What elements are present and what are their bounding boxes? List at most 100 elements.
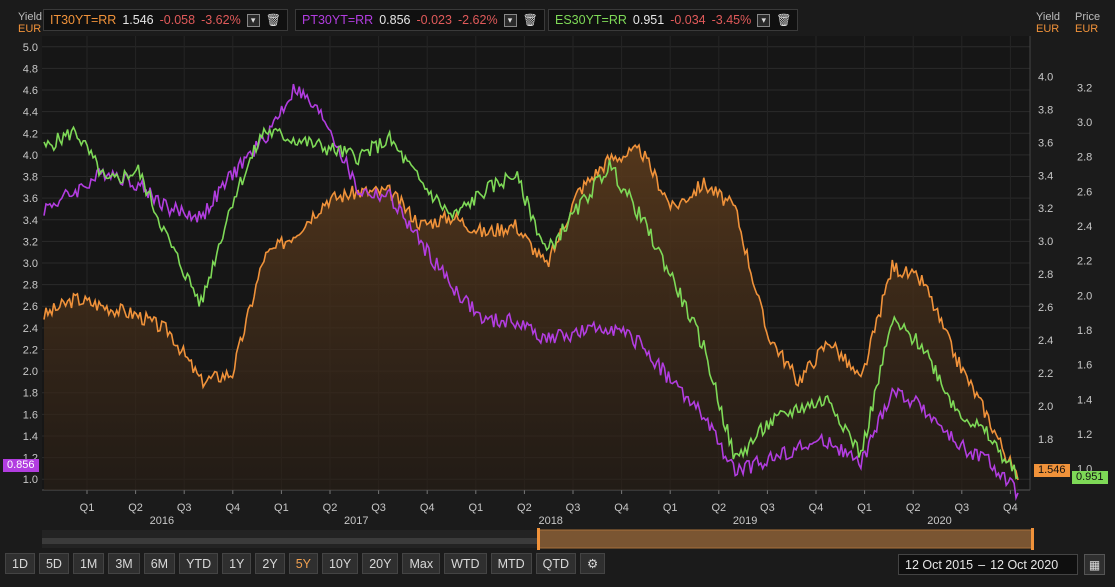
- x-quarter-label: Q4: [225, 502, 240, 514]
- x-quarter-label: Q4: [1003, 502, 1018, 514]
- legend-pct-change: -2.62%: [457, 13, 498, 27]
- legend-last-value: 1.546: [122, 13, 154, 27]
- mid-axis-header: Yield EUR: [1036, 11, 1060, 35]
- mid-tick-label: 2.6: [1038, 302, 1053, 314]
- mid-tick-label: 3.6: [1038, 137, 1053, 149]
- date-range-field[interactable]: 12 Oct 2015 – 12 Oct 2020: [898, 554, 1078, 575]
- legend-net-change: -0.034: [670, 13, 706, 27]
- mid-tick-label: 2.8: [1038, 269, 1053, 281]
- right-tick-label: 2.6: [1077, 186, 1092, 198]
- mid-tick-label: 2.4: [1038, 335, 1053, 347]
- period-button[interactable]: 10Y: [321, 553, 359, 574]
- period-button[interactable]: Max: [402, 553, 441, 574]
- period-button[interactable]: 5Y: [288, 553, 318, 574]
- x-quarter-label: Q2: [906, 502, 921, 514]
- dropdown-chevron-icon[interactable]: ▾: [246, 13, 260, 27]
- period-button[interactable]: MTD: [490, 553, 532, 574]
- left-tick-label: 1.8: [23, 388, 38, 400]
- x-year-label: 2019: [733, 515, 757, 527]
- right-axis-header: Price EUR: [1075, 11, 1100, 35]
- left-tick-label: 3.6: [23, 193, 38, 205]
- mid-tick-label: 2.2: [1038, 368, 1053, 380]
- it-last-value-flag: 1.546: [1034, 464, 1070, 477]
- x-year-label: 2016: [150, 515, 174, 527]
- mid-tick-label: 1.8: [1038, 434, 1053, 446]
- series-line-it30yt-rr: [43, 143, 1019, 481]
- left-tick-label: 1.6: [23, 409, 38, 421]
- left-tick-label: 2.0: [23, 366, 38, 378]
- x-quarter-label: Q2: [711, 502, 726, 514]
- period-button[interactable]: YTD: [179, 553, 219, 574]
- period-button[interactable]: WTD: [444, 553, 487, 574]
- date-from: 12 Oct 2015: [905, 557, 974, 572]
- x-quarter-label: Q1: [468, 502, 483, 514]
- right-tick-label: 2.2: [1077, 256, 1092, 268]
- mid-tick-label: 4.0: [1038, 71, 1053, 83]
- x-quarter-label: Q4: [809, 502, 824, 514]
- period-button[interactable]: 1D: [5, 553, 35, 574]
- left-tick-label: 4.2: [23, 128, 38, 140]
- legend-last-value: 0.856: [379, 13, 411, 27]
- trash-icon[interactable]: 🗑: [265, 13, 281, 27]
- left-tick-label: 5.0: [23, 42, 38, 54]
- x-year-label: 2020: [927, 515, 951, 527]
- left-tick-label: 3.0: [23, 258, 38, 270]
- x-quarter-label: Q2: [128, 502, 143, 514]
- right-tick-label: 2.0: [1077, 290, 1092, 302]
- x-quarter-label: Q2: [323, 502, 338, 514]
- x-year-label: 2018: [538, 515, 562, 527]
- left-tick-label: 2.2: [23, 344, 38, 356]
- right-tick-label: 3.0: [1077, 117, 1092, 129]
- period-button[interactable]: 1M: [72, 553, 105, 574]
- x-year-label: 2017: [344, 515, 368, 527]
- mid-tick-label: 3.8: [1038, 104, 1053, 116]
- legend-item[interactable]: PT30YT=RR 0.856 -0.023 -2.62% ▾ 🗑: [295, 9, 545, 31]
- period-button[interactable]: 6M: [143, 553, 176, 574]
- date-separator: –: [978, 557, 986, 572]
- navigator-history: [42, 538, 538, 544]
- right-tick-label: 1.8: [1077, 325, 1092, 337]
- dropdown-chevron-icon[interactable]: ▾: [757, 13, 771, 27]
- left-tick-label: 2.4: [23, 323, 38, 335]
- right-tick-label: 1.2: [1077, 429, 1092, 441]
- left-tick-label: 3.4: [23, 215, 38, 227]
- period-button[interactable]: 20Y: [362, 553, 399, 574]
- trash-icon[interactable]: 🗑: [776, 13, 792, 27]
- right-tick-label: 2.4: [1077, 221, 1092, 233]
- left-tick-label: 3.8: [23, 172, 38, 184]
- x-quarter-label: Q3: [566, 502, 581, 514]
- period-button[interactable]: 5D: [38, 553, 69, 574]
- period-button[interactable]: 2Y: [255, 553, 285, 574]
- x-quarter-label: Q3: [760, 502, 775, 514]
- period-button[interactable]: QTD: [535, 553, 577, 574]
- left-tick-label: 3.2: [23, 236, 38, 248]
- mid-tick-label: 3.2: [1038, 203, 1053, 215]
- mid-tick-label: 3.0: [1038, 236, 1053, 248]
- left-tick-label: 2.8: [23, 280, 38, 292]
- left-tick-label: 4.0: [23, 150, 38, 162]
- navigator-window: [538, 529, 1034, 549]
- trash-icon[interactable]: 🗑: [522, 13, 538, 27]
- period-button[interactable]: 3M: [108, 553, 140, 574]
- left-axis-unit: EUR: [18, 23, 42, 35]
- gear-icon[interactable]: ⚙: [580, 553, 606, 574]
- right-tick-label: 3.2: [1077, 82, 1092, 94]
- legend-item[interactable]: ES30YT=RR 0.951 -0.034 -3.45% ▾ 🗑: [548, 9, 799, 31]
- legend-item[interactable]: IT30YT=RR 1.546 -0.058 -3.62% ▾ 🗑: [43, 9, 288, 31]
- es-last-value-flag: 0.951: [1072, 471, 1108, 484]
- mid-axis-unit: EUR: [1036, 23, 1060, 35]
- x-quarter-label: Q4: [420, 502, 435, 514]
- mid-tick-label: 2.0: [1038, 401, 1053, 413]
- left-tick-label: 4.8: [23, 63, 38, 75]
- dropdown-chevron-icon[interactable]: ▾: [503, 13, 517, 27]
- series-line-pt30yt-rr: [43, 83, 1019, 502]
- x-quarter-label: Q3: [371, 502, 386, 514]
- right-tick-label: 1.4: [1077, 394, 1092, 406]
- right-tick-label: 2.8: [1077, 152, 1092, 164]
- calendar-icon[interactable]: ▦: [1084, 554, 1105, 575]
- legend-net-change: -0.023: [416, 13, 452, 27]
- x-quarter-label: Q3: [177, 502, 192, 514]
- period-button[interactable]: 1Y: [222, 553, 252, 574]
- x-quarter-label: Q3: [954, 502, 969, 514]
